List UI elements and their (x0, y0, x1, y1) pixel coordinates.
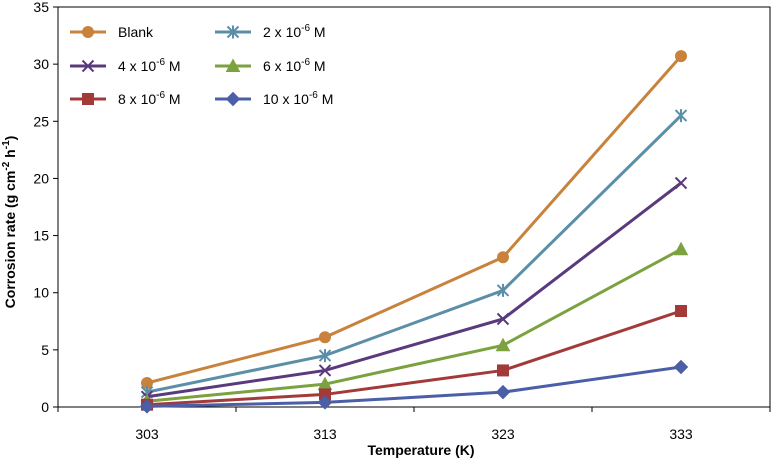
data-point (675, 50, 687, 63)
data-point (675, 305, 687, 317)
y-tick-label: 15 (33, 228, 49, 244)
legend-item: 10 x 10-6 M (215, 90, 333, 107)
data-point (495, 337, 511, 352)
legend-marker (225, 91, 241, 107)
data-point (497, 364, 509, 377)
x-tick-label: 303 (135, 426, 159, 442)
x-tick-label: 313 (313, 426, 337, 442)
y-tick-label: 20 (33, 170, 49, 186)
data-point (497, 251, 509, 264)
legend-item: 2 x 10-6 M (215, 23, 326, 40)
data-point (673, 241, 689, 256)
legend-label: 8 x 10-6 M (118, 90, 181, 107)
y-tick-label: 10 (33, 285, 49, 301)
data-point (673, 359, 689, 375)
series-line (146, 247, 682, 403)
series-line (146, 365, 682, 408)
data-point (318, 364, 332, 377)
legend-item: Blank (70, 24, 154, 40)
legend-label: 4 x 10-6 M (118, 57, 181, 74)
legend-label: 10 x 10-6 M (263, 90, 333, 107)
legend-label: 2 x 10-6 M (263, 23, 326, 40)
legend-label: Blank (118, 24, 154, 40)
x-tick-label: 323 (491, 426, 515, 442)
series-2 (140, 109, 688, 399)
series-layer (139, 50, 689, 414)
x-tick-label: 333 (669, 426, 693, 442)
data-point (319, 331, 331, 344)
data-point (139, 399, 155, 414)
legend-item: 8 x 10-6 M (70, 90, 181, 107)
y-tick-label: 0 (41, 399, 49, 415)
data-point (674, 109, 688, 123)
legend-marker (82, 26, 94, 38)
series-6 (139, 359, 689, 414)
axes: 0 5 10 15 20 25 30 35 303 313 323 333 (33, 0, 771, 442)
y-tick-label: 5 (41, 342, 49, 358)
data-point (318, 349, 332, 363)
y-tick-label: 25 (33, 113, 49, 129)
series-line (146, 181, 682, 399)
legend-marker (225, 58, 241, 72)
x-axis-title: Temperature (K) (367, 442, 474, 458)
legend-marker (81, 59, 95, 73)
legend-marker (82, 93, 94, 105)
series-line (146, 114, 683, 394)
legend-item: 6 x 10-6 M (215, 57, 326, 74)
data-point (496, 283, 510, 297)
y-axis-title: Corrosion rate (g cm-2 h-1) (1, 136, 18, 309)
series-line (146, 309, 682, 407)
legend-marker (226, 25, 240, 39)
series-1 (141, 50, 687, 389)
data-point (674, 176, 688, 190)
legend-item: 4 x 10-6 M (70, 57, 181, 74)
legend: Blank 2 x 10-6 M 4 x 10-6 M 6 x 10-6 M 8 x 1… (70, 23, 333, 107)
y-tick-label: 35 (33, 0, 49, 15)
data-point (496, 312, 510, 326)
data-point (495, 384, 511, 400)
y-tick-label: 30 (33, 56, 49, 72)
data-point (317, 395, 333, 410)
series-line (146, 55, 683, 385)
legend-label: 6 x 10-6 M (263, 57, 326, 74)
